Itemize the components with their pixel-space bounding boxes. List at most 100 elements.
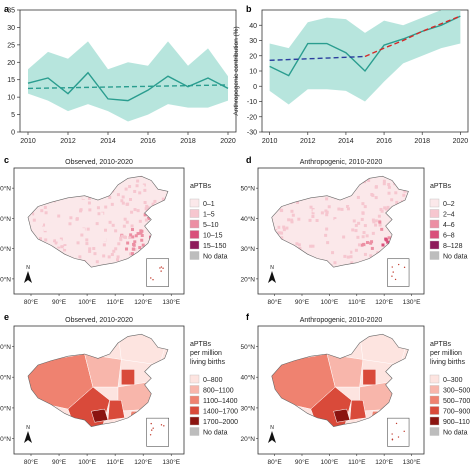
map-cell	[290, 209, 294, 213]
map-cell	[291, 203, 295, 207]
x-tick-label: 2016	[140, 138, 156, 145]
map-cell	[130, 228, 134, 232]
map-cell	[43, 227, 47, 231]
map-cell	[309, 205, 313, 209]
map-cell	[343, 261, 347, 265]
province-region	[362, 369, 377, 386]
inset-island	[395, 422, 398, 425]
map-cell	[363, 252, 367, 256]
map-cell	[96, 206, 100, 210]
lon-label: 110°E	[348, 298, 366, 306]
map-cell	[335, 231, 339, 235]
map-cell	[312, 219, 316, 223]
x-tick-label: 2012	[60, 138, 76, 145]
map-cell	[88, 249, 92, 253]
legend-title: aPTBs	[190, 341, 212, 348]
map-cell	[369, 241, 373, 245]
map-cell	[298, 246, 302, 250]
map-cell	[357, 243, 361, 247]
legend-swatch	[189, 198, 200, 208]
map-cell	[134, 234, 138, 238]
map-cell	[354, 248, 358, 252]
lon-label: 130°E	[403, 298, 421, 306]
legend-swatch	[189, 374, 200, 384]
map-cell	[95, 260, 99, 264]
map-cell	[287, 206, 291, 210]
inset-island	[391, 275, 393, 277]
map-cell	[31, 212, 35, 216]
map-cell	[312, 209, 316, 213]
legend-swatch	[189, 395, 200, 405]
map-cell	[365, 234, 369, 238]
map-cell	[67, 220, 71, 224]
map-content	[27, 334, 168, 427]
legend-title: per million	[190, 350, 222, 357]
map-cell	[369, 177, 373, 181]
map-cell	[132, 243, 136, 247]
legend-swatch	[189, 251, 200, 260]
legend-label: 300–500	[443, 388, 470, 395]
map-cell	[353, 191, 357, 195]
legend-label: No data	[443, 430, 468, 437]
lat-label: 40°N	[0, 215, 11, 223]
inset-island	[151, 429, 153, 431]
map-cell	[129, 197, 133, 201]
lon-label: 90°E	[295, 298, 310, 306]
legend-label: 4–6	[443, 222, 455, 229]
map-cell	[374, 223, 378, 227]
map-cell	[68, 222, 72, 226]
legend-swatch	[429, 219, 440, 229]
map-cell	[374, 219, 378, 223]
y-tick-label: -20	[247, 114, 257, 121]
y-tick-label: 15	[7, 77, 15, 84]
map-cell	[285, 226, 289, 230]
legend-swatch	[189, 209, 200, 218]
map-cell	[362, 231, 366, 235]
map-cell	[139, 231, 143, 235]
map-cell	[91, 210, 95, 214]
map-cell	[57, 243, 61, 247]
map-cell	[301, 247, 305, 251]
map-cell	[87, 201, 91, 205]
map-cell	[361, 211, 365, 215]
map-cell	[75, 217, 79, 221]
map-cell	[129, 233, 133, 237]
map-cell	[82, 240, 86, 244]
map-cell	[370, 193, 374, 197]
map-cell	[92, 247, 96, 251]
province-region	[349, 400, 367, 421]
lon-label: 130°E	[162, 458, 180, 466]
inset-box	[146, 258, 170, 287]
map-cell	[103, 238, 107, 242]
y-tick-label: -30	[247, 130, 257, 137]
map-cell	[280, 231, 284, 235]
inset-island	[152, 427, 154, 429]
legend-label: 0–300	[443, 377, 463, 384]
y-tick-label: 35	[7, 8, 15, 15]
map-cell	[93, 252, 97, 256]
map-cell	[88, 208, 92, 212]
map-cell	[147, 217, 151, 221]
map-cell	[374, 196, 378, 200]
legend-label: 1700–2000	[203, 419, 238, 426]
map-cell	[107, 255, 111, 259]
legend-label: 0–2	[443, 201, 455, 208]
map-cell	[351, 201, 355, 205]
map-cell	[308, 213, 312, 217]
map-cell	[144, 218, 148, 222]
map-cell	[122, 235, 126, 239]
map-cell	[295, 234, 299, 238]
map-cell	[98, 221, 102, 225]
country-outline	[271, 333, 409, 427]
map-cell	[320, 222, 324, 226]
country-outline	[27, 175, 169, 268]
lat-label: 50°N	[0, 185, 11, 193]
map-cell	[386, 205, 390, 209]
map-cell	[356, 235, 360, 239]
legend-label: 2–4	[443, 212, 455, 219]
y-tick-label: 0	[253, 84, 257, 91]
map-cell	[332, 240, 336, 244]
x-tick-label: 2012	[300, 138, 316, 145]
map-cell	[387, 183, 391, 187]
map-cell	[354, 229, 358, 233]
